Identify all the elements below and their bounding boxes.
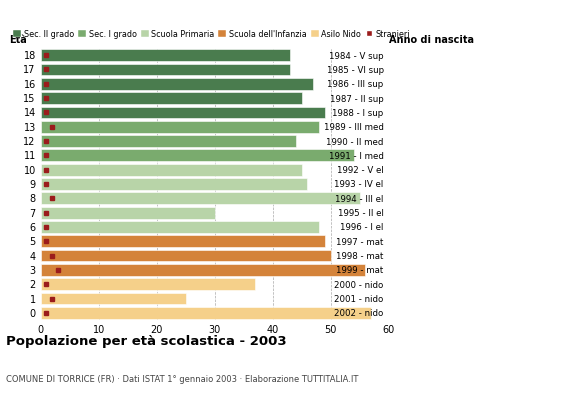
Text: Popolazione per età scolastica - 2003: Popolazione per età scolastica - 2003: [6, 335, 287, 348]
Bar: [41, 64, 290, 75]
Bar: [41, 178, 307, 190]
Bar: [41, 106, 325, 118]
Text: Anno di nascita: Anno di nascita: [389, 35, 474, 45]
Bar: [41, 235, 325, 247]
Bar: [41, 250, 331, 262]
Bar: [41, 307, 371, 319]
Bar: [41, 264, 365, 276]
Bar: [41, 221, 319, 233]
Bar: [41, 207, 215, 218]
Bar: [41, 78, 313, 90]
Legend: Sec. II grado, Sec. I grado, Scuola Primaria, Scuola dell'Infanzia, Asilo Nido, : Sec. II grado, Sec. I grado, Scuola Prim…: [13, 30, 410, 38]
Bar: [41, 164, 302, 176]
Bar: [41, 121, 319, 133]
Text: COMUNE DI TORRICE (FR) · Dati ISTAT 1° gennaio 2003 · Elaborazione TUTTITALIA.IT: COMUNE DI TORRICE (FR) · Dati ISTAT 1° g…: [6, 375, 358, 384]
Bar: [41, 293, 186, 304]
Text: Età: Età: [9, 35, 27, 45]
Bar: [41, 278, 255, 290]
Bar: [41, 150, 354, 161]
Bar: [41, 192, 360, 204]
Bar: [41, 135, 296, 147]
Bar: [41, 49, 290, 61]
Bar: [41, 92, 302, 104]
